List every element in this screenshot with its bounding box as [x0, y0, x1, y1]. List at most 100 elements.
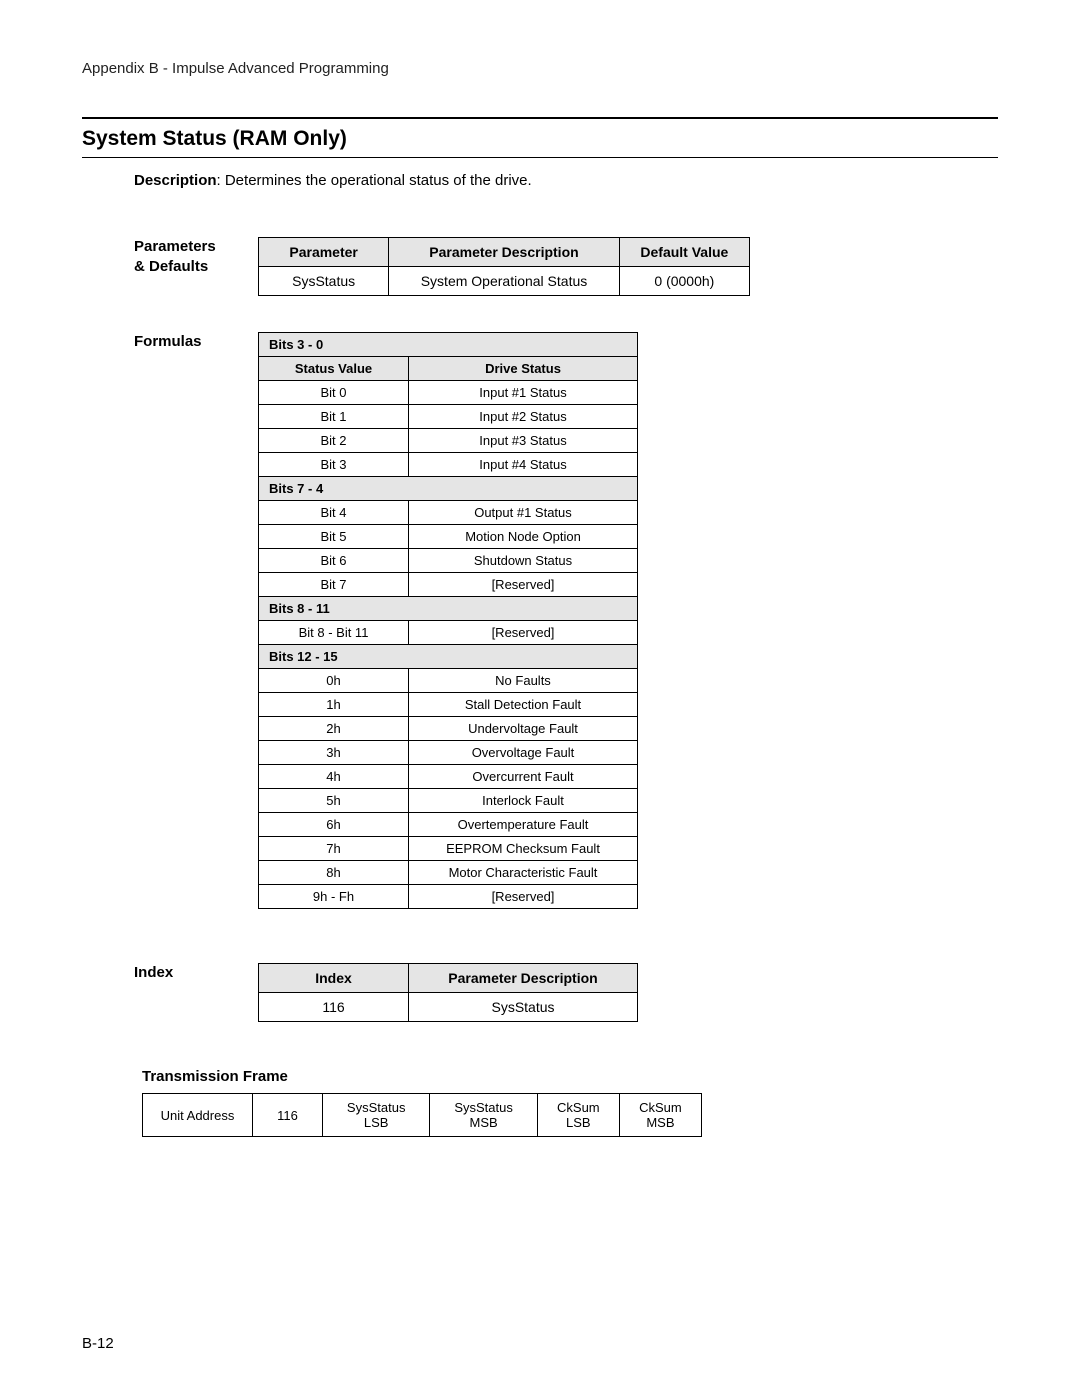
group-header-cell: Bits 8 - 11: [259, 597, 638, 621]
col-header: Default Value: [619, 238, 749, 267]
table-row: Bit 2Input #3 Status: [259, 429, 638, 453]
table-cell: CkSum LSB: [537, 1094, 619, 1137]
table-cell: 3h: [259, 741, 409, 765]
index-table: Index Parameter Description 116 SysStatu…: [258, 963, 638, 1022]
table-row: Bit 0Input #1 Status: [259, 381, 638, 405]
group-header-cell: Bits 12 - 15: [259, 645, 638, 669]
table-cell: 9h - Fh: [259, 885, 409, 909]
col-header: Parameter Description: [409, 964, 638, 993]
cell-line1: CkSum: [557, 1100, 600, 1115]
table-cell: SysStatus: [259, 267, 389, 296]
table-row: Bit 1Input #2 Status: [259, 405, 638, 429]
table-cell: Bit 5: [259, 525, 409, 549]
table-cell: Overcurrent Fault: [409, 765, 638, 789]
group-header-cell: Bits 3 - 0: [259, 333, 638, 357]
col-header: Status Value: [259, 357, 409, 381]
group-header-row: Bits 12 - 15: [259, 645, 638, 669]
table-cell: SysStatus LSB: [323, 1094, 430, 1137]
table-cell: No Faults: [409, 669, 638, 693]
table-row: 3hOvervoltage Fault: [259, 741, 638, 765]
table-cell: 0 (0000h): [619, 267, 749, 296]
table-cell: Motor Characteristic Fault: [409, 861, 638, 885]
table-row: Bit 3Input #4 Status: [259, 453, 638, 477]
table-row: 9h - Fh[Reserved]: [259, 885, 638, 909]
table-cell: 1h: [259, 693, 409, 717]
description-row: Description: Determines the operational …: [134, 172, 998, 189]
table-row: SysStatus System Operational Status 0 (0…: [259, 267, 750, 296]
table-cell: 5h: [259, 789, 409, 813]
col-header: Parameter: [259, 238, 389, 267]
table-cell: Input #1 Status: [409, 381, 638, 405]
formulas-label: Formulas: [82, 332, 258, 909]
table-cell: Input #3 Status: [409, 429, 638, 453]
transmission-table: Unit Address 116 SysStatus LSB SysStatus…: [142, 1093, 702, 1137]
cell-line2: MSB: [470, 1115, 498, 1130]
table-cell: 116: [259, 993, 409, 1022]
formulas-table-wrap: Bits 3 - 0Status ValueDrive StatusBit 0I…: [258, 332, 998, 909]
table-cell: Bit 4: [259, 501, 409, 525]
table-cell: 8h: [259, 861, 409, 885]
table-cell: Bit 1: [259, 405, 409, 429]
table-row: Bit 7[Reserved]: [259, 573, 638, 597]
cell-line1: CkSum: [639, 1100, 682, 1115]
parameters-table-wrap: Parameter Parameter Description Default …: [258, 237, 998, 296]
table-cell: [Reserved]: [409, 621, 638, 645]
table-cell: Overtemperature Fault: [409, 813, 638, 837]
table-row: Index Parameter Description: [259, 964, 638, 993]
cell-line2: LSB: [364, 1115, 389, 1130]
description-label: Description: [134, 172, 217, 189]
table-cell: Bit 7: [259, 573, 409, 597]
cell-line1: SysStatus: [454, 1100, 513, 1115]
table-cell: [Reserved]: [409, 885, 638, 909]
table-row: 1hStall Detection Fault: [259, 693, 638, 717]
table-cell: Bit 2: [259, 429, 409, 453]
table-cell: Bit 3: [259, 453, 409, 477]
group-header-cell: Bits 7 - 4: [259, 477, 638, 501]
table-cell: 116: [253, 1094, 323, 1137]
transmission-label: Transmission Frame: [142, 1068, 998, 1085]
section-title: System Status (RAM Only): [82, 127, 998, 151]
table-row: 5hInterlock Fault: [259, 789, 638, 813]
rule-under-title: [82, 157, 998, 158]
table-cell: [Reserved]: [409, 573, 638, 597]
col-header: Drive Status: [409, 357, 638, 381]
col-header: Parameter Description: [389, 238, 619, 267]
table-cell: Bit 6: [259, 549, 409, 573]
table-cell: 0h: [259, 669, 409, 693]
table-cell: Bit 8 - Bit 11: [259, 621, 409, 645]
parameters-section: Parameters & Defaults Parameter Paramete…: [82, 237, 998, 296]
description-text: : Determines the operational status of t…: [217, 172, 532, 189]
table-cell: Input #4 Status: [409, 453, 638, 477]
table-row: 116 SysStatus: [259, 993, 638, 1022]
parameters-label: Parameters & Defaults: [82, 237, 258, 296]
table-row: 6hOvertemperature Fault: [259, 813, 638, 837]
table-cell: Input #2 Status: [409, 405, 638, 429]
table-cell: Stall Detection Fault: [409, 693, 638, 717]
table-cell: 6h: [259, 813, 409, 837]
parameters-table: Parameter Parameter Description Default …: [258, 237, 750, 296]
table-cell: EEPROM Checksum Fault: [409, 837, 638, 861]
col-header-row: Status ValueDrive Status: [259, 357, 638, 381]
index-label: Index: [82, 963, 258, 1022]
table-row: Bit 4Output #1 Status: [259, 501, 638, 525]
table-row: Bit 6Shutdown Status: [259, 549, 638, 573]
cell-line2: LSB: [566, 1115, 591, 1130]
table-row: 4hOvercurrent Fault: [259, 765, 638, 789]
table-cell: Overvoltage Fault: [409, 741, 638, 765]
table-row: 8hMotor Characteristic Fault: [259, 861, 638, 885]
cell-line1: SysStatus: [347, 1100, 406, 1115]
table-cell: Interlock Fault: [409, 789, 638, 813]
table-cell: 4h: [259, 765, 409, 789]
index-section: Index Index Parameter Description 116 Sy…: [82, 963, 998, 1022]
cell-line2: MSB: [646, 1115, 674, 1130]
table-cell: Unit Address: [143, 1094, 253, 1137]
table-cell: Shutdown Status: [409, 549, 638, 573]
table-cell: Undervoltage Fault: [409, 717, 638, 741]
col-header: Index: [259, 964, 409, 993]
rule-top: [82, 117, 998, 119]
formulas-table: Bits 3 - 0Status ValueDrive StatusBit 0I…: [258, 332, 638, 909]
table-row: Bit 8 - Bit 11[Reserved]: [259, 621, 638, 645]
page-number: B-12: [82, 1335, 114, 1352]
table-row: 7hEEPROM Checksum Fault: [259, 837, 638, 861]
table-cell: Motion Node Option: [409, 525, 638, 549]
